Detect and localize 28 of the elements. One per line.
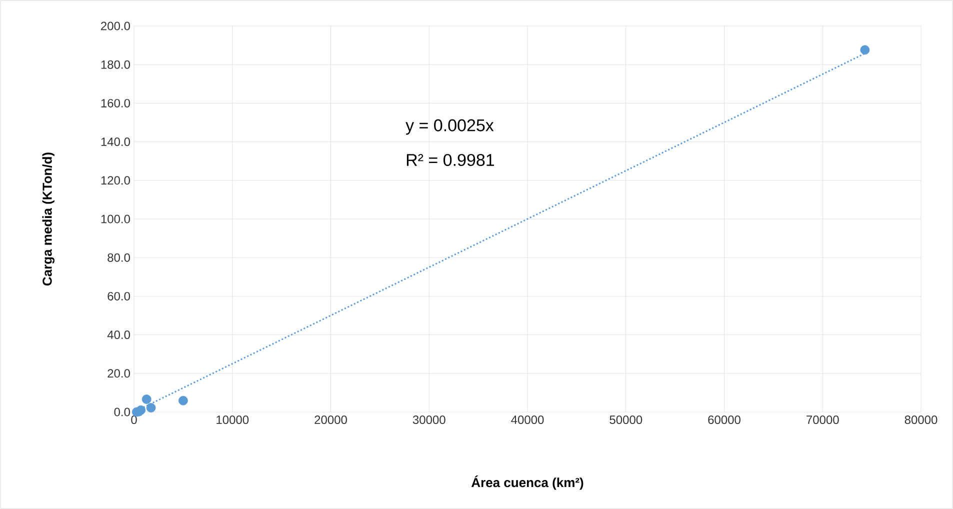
x-tick-label: 0 — [131, 416, 137, 424]
point — [146, 403, 156, 412]
y-tick-label: 180.0 — [101, 60, 130, 69]
x-tick-label: 80000 — [904, 416, 938, 424]
y-tick-label: 20.0 — [108, 369, 130, 378]
x-tick-label: 30000 — [412, 416, 446, 424]
annotation: R² = 0.9981 — [406, 154, 494, 166]
y-tick-label: 40.0 — [107, 330, 130, 340]
x-tick-label: 10000 — [216, 416, 249, 424]
y-tick-label: 0.0 — [114, 408, 130, 416]
y-tick-label: 60.0 — [108, 292, 130, 300]
point — [142, 394, 152, 404]
y-axis-title: Carga media (KTon/d) — [42, 152, 54, 286]
y-tick-label: 100.0 — [101, 214, 130, 224]
x-tick-label: 50000 — [610, 416, 642, 424]
x-tick-label: 20000 — [314, 416, 347, 424]
y-tick-label: 120.0 — [101, 176, 130, 185]
x-tick-label: 40000 — [511, 416, 544, 424]
y-tick-label: 140.0 — [101, 138, 130, 146]
y-tick-label: 80.0 — [108, 253, 130, 262]
x-axis-title: Área cuenca (km²) — [471, 476, 584, 490]
x-tick-label: 70000 — [806, 416, 839, 424]
x-tick-label: 60000 — [708, 416, 740, 424]
y-tick-label: 160.0 — [101, 98, 130, 108]
y-tick-label: 200.0 — [101, 22, 130, 30]
annotation: y = 0.0025x — [406, 119, 494, 135]
point — [860, 45, 870, 55]
point — [178, 396, 188, 406]
